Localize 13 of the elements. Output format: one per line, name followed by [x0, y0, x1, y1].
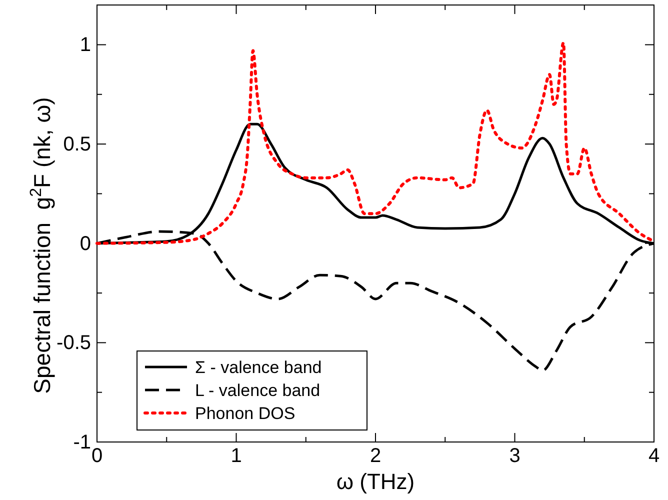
x-tick-label: 3: [509, 445, 520, 468]
y-tick-label: 0.5: [63, 133, 91, 156]
legend-label: Σ - valence band: [195, 358, 322, 377]
x-tick-label: 1: [230, 445, 242, 468]
x-tick-label: 4: [648, 445, 660, 468]
y-tick-label: -0.5: [56, 332, 91, 354]
x-axis-title: ω (THz): [336, 469, 415, 494]
y-tick-label: -1: [73, 431, 91, 454]
legend-label: Phonon DOS: [195, 404, 296, 423]
legend-label: L - valence band: [195, 381, 320, 400]
y-tick-label: 1: [80, 34, 91, 56]
y-tick-label: 0: [80, 232, 91, 255]
x-tick-label: 2: [370, 445, 382, 468]
